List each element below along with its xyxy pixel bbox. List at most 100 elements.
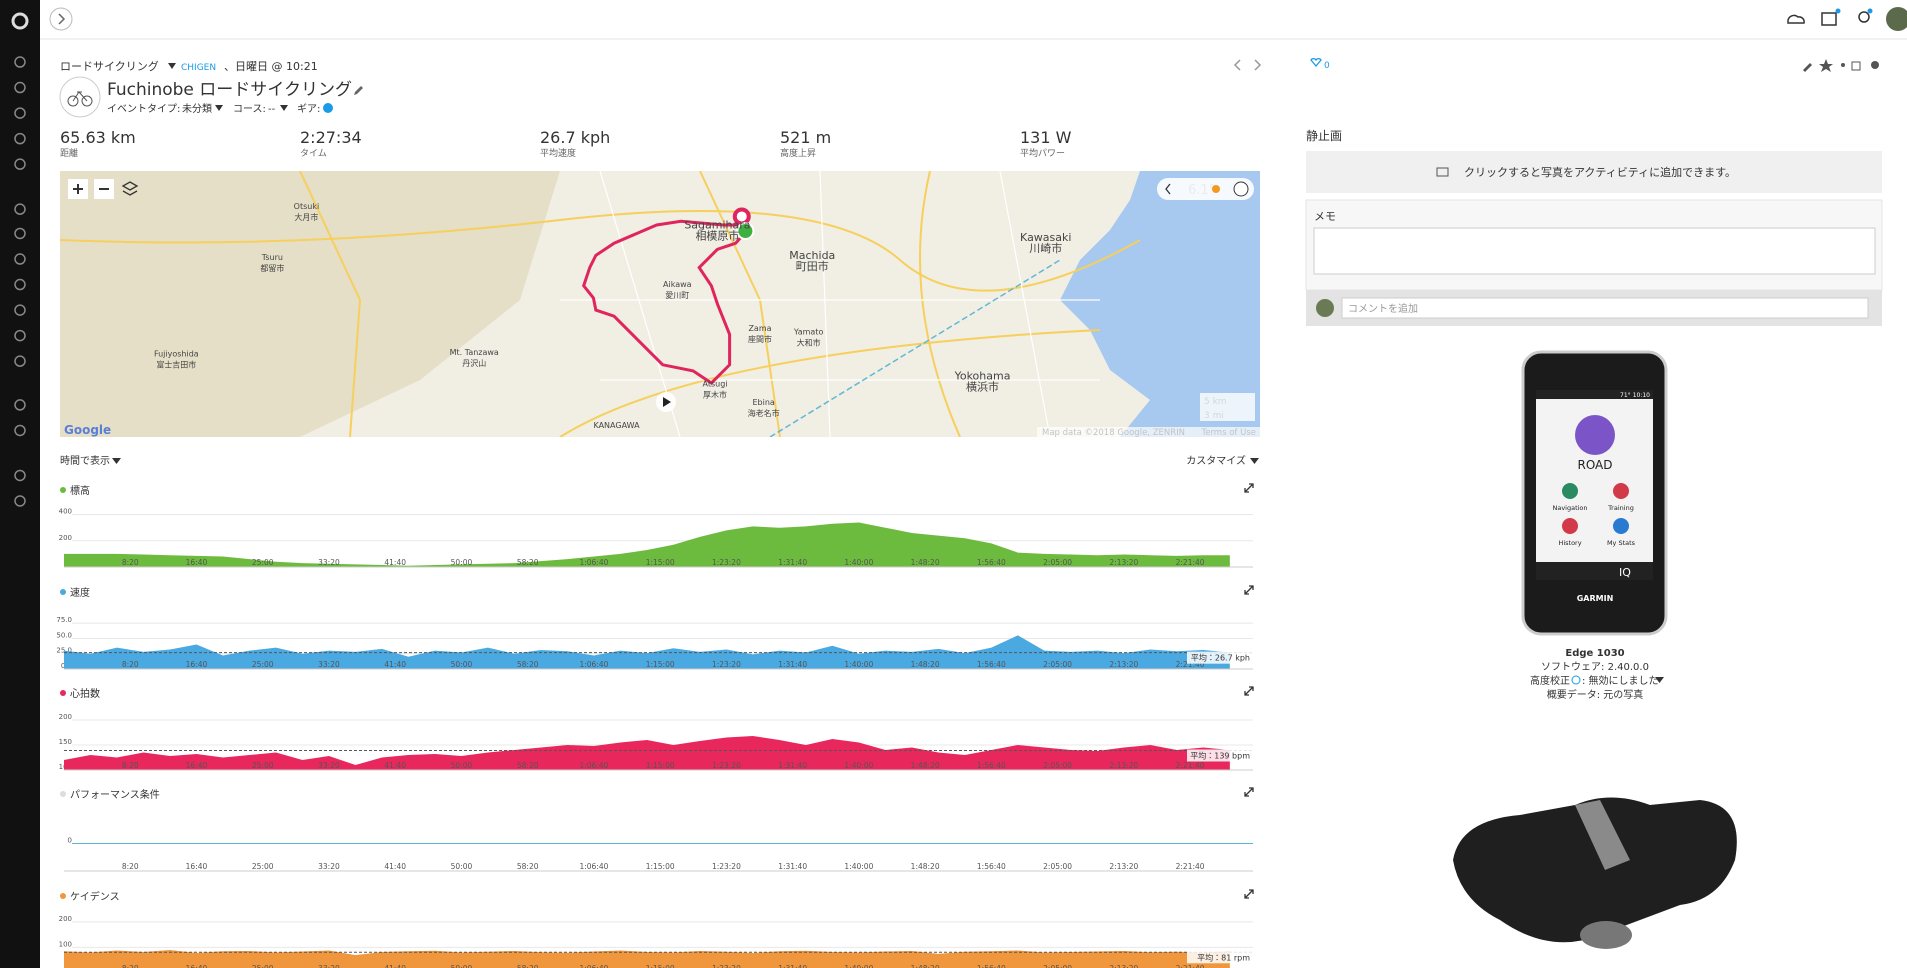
sidebar-icon[interactable]	[14, 329, 26, 342]
x-tick-label: 2:13:20	[1109, 558, 1138, 567]
memo-input[interactable]	[1313, 227, 1876, 275]
sidebar-icon[interactable]	[14, 107, 26, 119]
x-tick-label: 1:56:40	[977, 964, 1006, 968]
map-label-sub: 座間市	[748, 334, 772, 344]
expand-icon[interactable]	[1244, 483, 1254, 493]
expand-icon[interactable]	[1244, 686, 1254, 696]
expand-icon[interactable]	[1244, 889, 1254, 899]
map-label-sub: 大和市	[797, 337, 821, 347]
x-tick-label: 16:40	[186, 660, 208, 669]
photo-dropzone[interactable]	[1306, 151, 1882, 193]
expand-icon[interactable]	[1244, 787, 1254, 797]
charts: 標高 0 200 400 8:20 16:40 25:00 33:20 41:40 50:00 58…	[56, 483, 1254, 968]
map-label: Kawasaki	[1020, 231, 1071, 244]
share[interactable]	[1841, 63, 1845, 67]
sidebar-icon[interactable]	[14, 158, 26, 170]
x-tick-label: 1:56:40	[977, 660, 1006, 669]
x-tick-label: 1:06:40	[579, 862, 608, 871]
toolbar-icons	[1803, 59, 1879, 72]
map[interactable]	[60, 171, 1260, 437]
x-tick-label: 8:20	[122, 660, 139, 669]
map-label-sub: 丹沢山	[462, 359, 486, 368]
map-label: Ebina	[752, 398, 774, 407]
map-label-sub: 町田市	[796, 260, 829, 273]
badge	[1835, 8, 1841, 14]
weather-prev[interactable]	[1165, 183, 1171, 195]
edit[interactable]	[1803, 63, 1812, 72]
avatar[interactable]	[1886, 7, 1907, 31]
favorite[interactable]	[1819, 59, 1833, 72]
dropdown-arrow	[280, 105, 288, 111]
sidebar-icon[interactable]	[14, 304, 26, 316]
expand-button[interactable]	[49, 7, 73, 31]
water	[1060, 171, 1260, 437]
map-label: Mt. Tanzawa	[450, 348, 499, 357]
map-label-sub: 富士吉田市	[156, 359, 196, 369]
rail	[769, 259, 1061, 437]
photos-hint: クリックすると写真をアクティビティに追加できます。	[1464, 165, 1736, 179]
sidebar-icon[interactable]	[14, 81, 26, 94]
x-tick-label: 1:23:20	[712, 660, 741, 669]
x-tick-label: 25:00	[252, 761, 274, 770]
device-menu	[1536, 562, 1653, 580]
customize[interactable]: カスタマイズ	[1186, 454, 1246, 467]
sidebar-icon[interactable]	[14, 253, 26, 265]
prev-next[interactable]	[1233, 59, 1262, 71]
map-label: Aikawa	[663, 280, 692, 289]
y-tick-label: 50.0	[56, 631, 72, 639]
x-tick-label: 50:00	[451, 862, 473, 871]
tips-icon[interactable]	[1858, 11, 1870, 23]
x-tick-label: 8:20	[122, 558, 139, 567]
sidebar-icon[interactable]	[14, 227, 26, 240]
sidebar-icon[interactable]	[14, 495, 26, 507]
x-tick-label: 2:13:20	[1109, 660, 1138, 669]
x-tick-label: 8:20	[122, 862, 139, 871]
comment-avatar	[1316, 299, 1334, 317]
start-marker	[736, 222, 755, 241]
activity-type[interactable]: ロードサイクリング	[60, 59, 159, 73]
altimeter-info[interactable]	[1571, 675, 1581, 685]
sidebar-icon[interactable]	[14, 56, 26, 68]
expand-icon[interactable]	[1244, 585, 1254, 595]
export[interactable]	[1851, 61, 1861, 71]
y-tick-label: 200	[59, 915, 72, 923]
x-tick-label: 1:31:40	[778, 660, 807, 669]
sidebar-icon[interactable]	[14, 424, 26, 437]
info-icon[interactable]	[323, 103, 333, 113]
sidebar-icons	[14, 56, 26, 507]
device-texts: 71° 10:10 ROAD Navigation Training History My …	[1530, 392, 1664, 701]
x-tick-label: 1:06:40	[579, 558, 608, 567]
sidebar-icon[interactable]	[14, 203, 26, 215]
sidebar-icon[interactable]	[14, 132, 26, 145]
inbox-icon[interactable]	[1821, 12, 1837, 26]
x-tick-label: 2:21:40	[1176, 761, 1205, 770]
comment-input[interactable]	[1341, 297, 1869, 319]
sidebar-icon[interactable]	[14, 278, 26, 291]
activity-date: 、日曜日 @ 10:21	[224, 60, 318, 73]
view-by[interactable]: 時間で表示	[60, 455, 110, 467]
chart-title: 速度	[70, 586, 90, 599]
altimeter-value[interactable]: : 無効にしました	[1582, 674, 1659, 687]
course[interactable]: --	[268, 104, 276, 115]
settings[interactable]	[1871, 61, 1879, 69]
like-icon[interactable]	[1310, 58, 1322, 68]
avg-label: 平均：26.7 kph	[1191, 653, 1250, 663]
x-tick-label: 1:15:00	[646, 862, 675, 871]
sidebar-icon[interactable]	[14, 399, 26, 411]
layers-icon[interactable]	[121, 181, 139, 196]
edit-icon[interactable]	[354, 86, 363, 95]
map-label-sub: 海老名市	[748, 408, 780, 418]
x-tick-label: 1:15:00	[646, 660, 675, 669]
gear-label: ギア:	[297, 103, 320, 115]
upload-icon[interactable]	[1787, 14, 1805, 24]
device-temp: 71°	[1620, 392, 1631, 399]
event-type[interactable]: 未分類	[182, 103, 212, 115]
sidebar-icon[interactable]	[14, 469, 26, 482]
x-tick-label: 2:21:40	[1176, 558, 1205, 567]
x-tick-label: 16:40	[186, 964, 208, 968]
stat-value: 131 W	[1020, 128, 1072, 147]
chart-area	[64, 736, 1230, 770]
user-link[interactable]: CHIGEN	[181, 63, 216, 73]
mountains	[60, 171, 560, 437]
sidebar-icon[interactable]	[14, 355, 26, 367]
